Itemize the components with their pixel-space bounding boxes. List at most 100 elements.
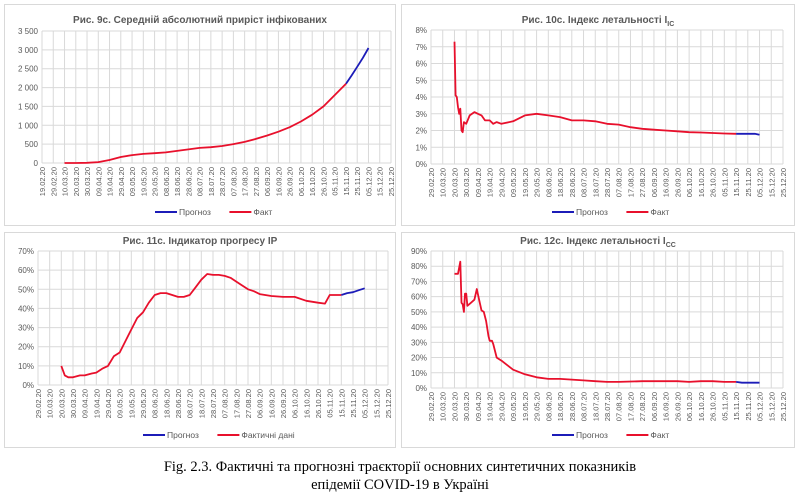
legend-label: Фактичні дані <box>241 430 294 440</box>
x-tick-label: 08.06.20 <box>151 389 160 418</box>
x-tick-label: 09.04.20 <box>474 168 483 197</box>
chart-svg: 0%10%20%30%40%50%60%70%29.02.20 10.03.20 2… <box>18 247 393 440</box>
legend-label: Прогноз <box>167 430 199 440</box>
x-tick-label: 15.11.20 <box>337 389 346 418</box>
x-tick-label: 08.07.20 <box>580 168 589 197</box>
x-tick-label: 20.03.20 <box>450 168 459 197</box>
x-tick-label: 18.06.20 <box>162 389 171 418</box>
x-tick-label: 19.05.20 <box>139 167 148 196</box>
y-tick-label: 3 000 <box>18 46 39 55</box>
x-tick-label: 08.07.20 <box>580 392 589 421</box>
x-tick-label: 20.03.20 <box>57 389 66 418</box>
x-tick-label: 29.05.20 <box>533 392 542 421</box>
x-tick-label: 06.09.20 <box>650 168 659 197</box>
x-tick-label: 16.09.20 <box>662 392 671 421</box>
y-tick-label: 5% <box>415 76 427 85</box>
x-tick-label: 16.10.20 <box>308 167 317 196</box>
x-tick-label: 15.11.20 <box>732 168 741 197</box>
x-tick-label: 18.06.20 <box>556 168 565 197</box>
x-tick-label: 26.09.20 <box>673 392 682 421</box>
y-tick-label: 0 <box>34 159 39 168</box>
series-line-fact <box>453 41 737 135</box>
x-tick-label: 15.12.20 <box>376 167 385 196</box>
y-tick-label: 2% <box>415 127 427 136</box>
y-tick-label: 1% <box>415 143 427 152</box>
x-tick-label: 10.03.20 <box>61 167 70 196</box>
y-tick-label: 6% <box>415 60 427 69</box>
x-tick-label: 30.03.20 <box>462 168 471 197</box>
x-tick-label: 15.11.20 <box>342 167 351 196</box>
y-tick-label: 2 000 <box>18 84 39 93</box>
y-tick-label: 30% <box>18 324 34 333</box>
x-tick-label: 26.09.20 <box>279 389 288 418</box>
y-tick-label: 80% <box>411 262 427 271</box>
chart-title: Рис. 12с. Індекс летальності ICC <box>402 236 794 249</box>
y-tick-label: 20% <box>411 354 427 363</box>
x-tick-label: 30.03.20 <box>69 389 78 418</box>
x-tick-label: 16.10.20 <box>697 392 706 421</box>
x-tick-label: 10.03.20 <box>439 168 448 197</box>
x-tick-label: 27.08.20 <box>244 389 253 418</box>
chart-svg: 0% 1% 2% 3% 4% 5% 6% 7% 8% 29.02.20 10.03.20 20.03.… <box>415 26 788 217</box>
legend-label: Факт <box>650 430 669 440</box>
x-tick-label: 09.05.20 <box>509 168 518 197</box>
x-tick-label: 26.10.20 <box>709 392 718 421</box>
figure-caption: Fig. 2.3. Фактичні та прогнозні траєктор… <box>0 458 800 494</box>
x-tick-label: 18.07.20 <box>207 167 216 196</box>
x-tick-label: 25.12.20 <box>384 389 393 418</box>
x-tick-label: 27.08.20 <box>638 392 647 421</box>
chart-title-text: Рис. 10с. Індекс летальності I <box>521 15 668 26</box>
x-tick-label: 16.10.20 <box>302 389 311 418</box>
x-tick-label: 25.11.20 <box>744 168 753 197</box>
x-tick-label: 28.06.20 <box>174 389 183 418</box>
chart-svg: 0 500 1 000 1 500 2 000 2 500 3 000 3 500 19.02.… <box>18 27 396 217</box>
x-tick-label: 27.08.20 <box>252 167 261 196</box>
x-tick-label: 15.11.20 <box>732 392 741 421</box>
x-tick-label: 19.05.20 <box>521 392 530 421</box>
x-tick-label: 19.04.20 <box>486 392 495 421</box>
x-tick-label: 26.10.20 <box>319 167 328 196</box>
x-tick-label: 09.05.20 <box>509 392 518 421</box>
x-tick-label: 16.10.20 <box>697 168 706 197</box>
x-tick-label: 07.08.20 <box>229 167 238 196</box>
x-tick-label: 17.08.20 <box>626 168 635 197</box>
x-tick-label: 19.05.20 <box>521 168 530 197</box>
x-tick-label: 25.12.20 <box>779 392 788 421</box>
x-tick-label: 25.11.20 <box>349 389 358 418</box>
series-line-forecast <box>345 47 370 85</box>
y-tick-label: 2 500 <box>18 65 39 74</box>
legend-label: Факт <box>650 207 669 217</box>
chart-progress-ip: Рис. 11с. Індикатор прогресу IP 0% 10% 20%… <box>4 232 396 448</box>
x-tick-label: 05.11.20 <box>331 167 340 196</box>
x-tick-label: 25.11.20 <box>353 167 362 196</box>
y-tick-label: 1 500 <box>18 102 39 111</box>
x-tick-label: 06.10.20 <box>297 167 306 196</box>
x-tick-label: 18.07.20 <box>591 392 600 421</box>
x-tick-label: 06.10.20 <box>685 392 694 421</box>
x-tick-label: 25.12.20 <box>387 167 396 196</box>
x-tick-label: 19.04.20 <box>486 168 495 197</box>
x-tick-label: 06.09.20 <box>650 392 659 421</box>
y-tick-label: 0% <box>415 160 427 169</box>
y-tick-label: 7% <box>415 43 427 52</box>
x-tick-label: 28.06.20 <box>568 168 577 197</box>
x-tick-label: 16.09.20 <box>662 168 671 197</box>
x-tick-label: 09.04.20 <box>94 167 103 196</box>
x-tick-label: 06.10.20 <box>685 168 694 197</box>
x-tick-label: 05.11.20 <box>720 168 729 197</box>
x-tick-label: 28.07.20 <box>209 389 218 418</box>
x-tick-label: 07.08.20 <box>221 389 230 418</box>
x-tick-label: 20.03.20 <box>450 392 459 421</box>
series-line-forecast <box>736 132 760 136</box>
legend-label: Прогноз <box>179 207 211 217</box>
y-tick-label: 20% <box>18 343 34 352</box>
y-tick-label: 10% <box>18 362 34 371</box>
chart-infected-growth: Рис. 9с. Середній абсолютний приріст інф… <box>4 4 396 226</box>
x-tick-label: 05.12.20 <box>756 392 765 421</box>
x-tick-label: 05.11.20 <box>326 389 335 418</box>
x-tick-label: 18.06.20 <box>173 167 182 196</box>
x-tick-label: 29.05.20 <box>533 168 542 197</box>
x-tick-label: 15.12.20 <box>372 389 381 418</box>
x-tick-label: 05.12.20 <box>364 167 373 196</box>
y-tick-label: 50% <box>18 285 34 294</box>
